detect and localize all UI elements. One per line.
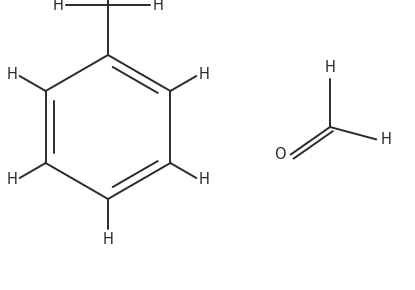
Text: H: H [6, 172, 17, 187]
Text: O: O [274, 147, 286, 162]
Text: H: H [325, 60, 335, 75]
Text: H: H [153, 0, 164, 12]
Text: H: H [199, 67, 210, 82]
Text: H: H [6, 67, 17, 82]
Text: H: H [103, 232, 113, 247]
Text: H: H [199, 172, 210, 187]
Text: H: H [52, 0, 63, 12]
Text: H: H [381, 132, 391, 147]
